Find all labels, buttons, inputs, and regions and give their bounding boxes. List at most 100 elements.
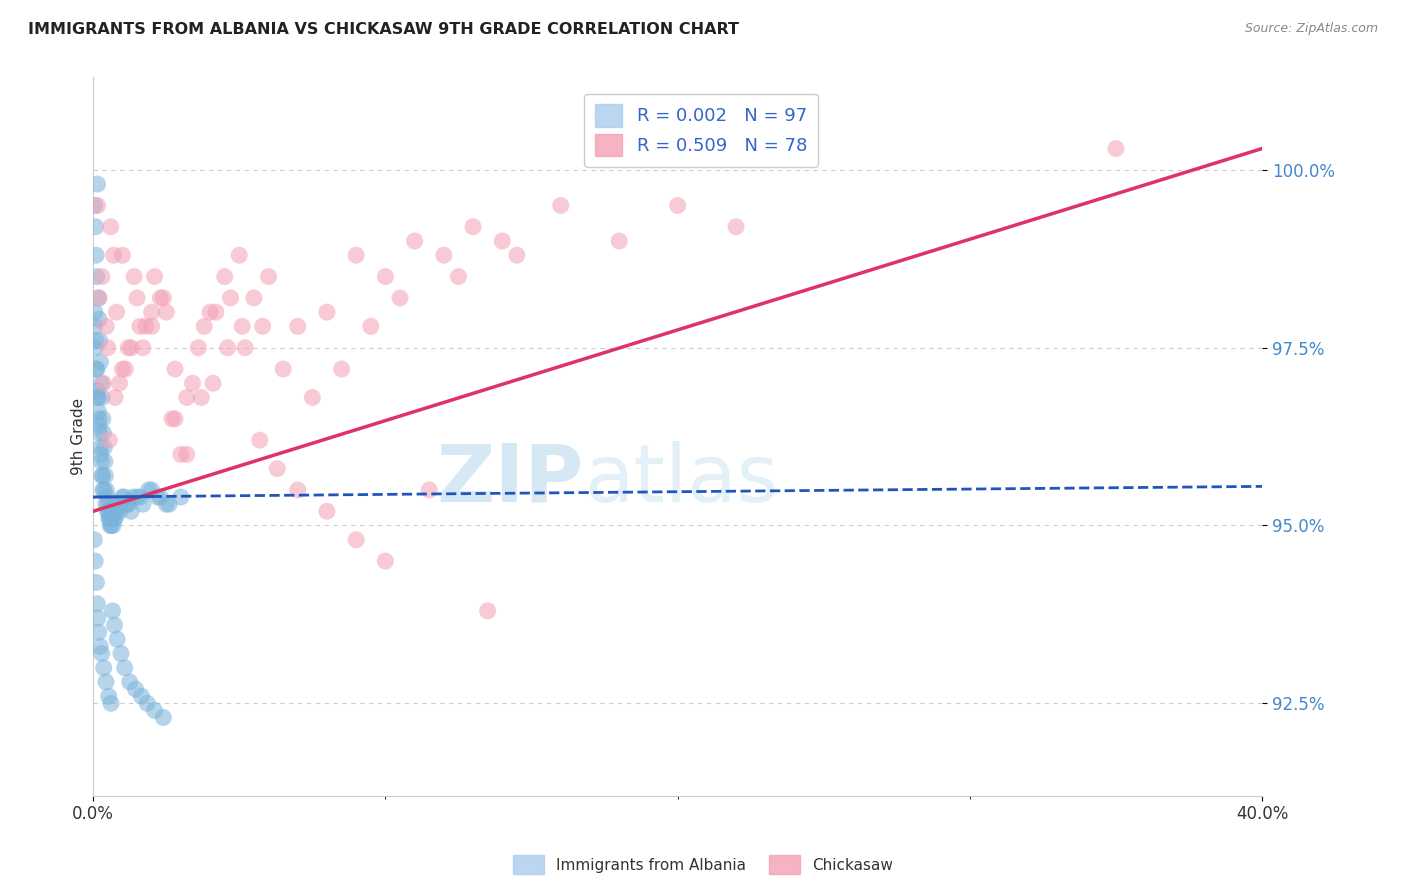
Point <box>121 490 143 504</box>
Point <box>607 234 630 248</box>
Point <box>94 454 117 468</box>
Point <box>138 483 160 497</box>
Point <box>111 362 134 376</box>
Point <box>271 362 294 376</box>
Point <box>170 490 193 504</box>
Point <box>97 504 120 518</box>
Point <box>91 483 114 497</box>
Point <box>101 518 124 533</box>
Point <box>103 511 125 525</box>
Point <box>84 362 107 376</box>
Point <box>433 248 456 262</box>
Point <box>205 305 228 319</box>
Point <box>86 391 108 405</box>
Point <box>104 391 127 405</box>
Point <box>103 497 125 511</box>
Point <box>89 440 111 454</box>
Point <box>725 219 748 234</box>
Point <box>96 490 118 504</box>
Point <box>84 305 107 319</box>
Point <box>93 425 115 440</box>
Point <box>287 319 309 334</box>
Point <box>86 362 108 376</box>
Point <box>143 269 166 284</box>
Point <box>114 661 136 675</box>
Point <box>477 604 499 618</box>
Point <box>374 269 396 284</box>
Point <box>491 234 513 248</box>
Point <box>91 468 114 483</box>
Point <box>214 269 236 284</box>
Y-axis label: 9th Grade: 9th Grade <box>72 398 86 475</box>
Text: IMMIGRANTS FROM ALBANIA VS CHICKASAW 9TH GRADE CORRELATION CHART: IMMIGRANTS FROM ALBANIA VS CHICKASAW 9TH… <box>28 22 740 37</box>
Point <box>91 468 114 483</box>
Point <box>97 689 120 703</box>
Point <box>98 511 121 525</box>
Point <box>117 341 139 355</box>
Point <box>418 483 440 497</box>
Point <box>115 497 138 511</box>
Point <box>84 219 107 234</box>
Point <box>97 497 120 511</box>
Text: ZIP: ZIP <box>437 441 583 518</box>
Point <box>100 511 122 525</box>
Point <box>110 647 132 661</box>
Point <box>108 504 131 518</box>
Point <box>146 490 169 504</box>
Point <box>118 675 141 690</box>
Point <box>86 597 108 611</box>
Point <box>176 447 198 461</box>
Point <box>163 362 186 376</box>
Point <box>89 640 111 654</box>
Point <box>120 341 142 355</box>
Point <box>217 341 239 355</box>
Point <box>90 447 112 461</box>
Point <box>94 468 117 483</box>
Point <box>201 376 224 391</box>
Point <box>87 625 110 640</box>
Point <box>104 511 127 525</box>
Point <box>243 291 266 305</box>
Point <box>104 504 127 518</box>
Point <box>374 554 396 568</box>
Point <box>93 483 115 497</box>
Point <box>122 269 145 284</box>
Point <box>149 490 172 504</box>
Point <box>84 341 107 355</box>
Point <box>233 341 256 355</box>
Point <box>89 334 111 348</box>
Point <box>344 248 367 262</box>
Point <box>112 490 135 504</box>
Point <box>91 269 114 284</box>
Point <box>87 291 110 305</box>
Point <box>114 497 136 511</box>
Point <box>187 341 209 355</box>
Point <box>93 440 115 454</box>
Point <box>98 433 121 447</box>
Point <box>86 384 108 398</box>
Point <box>447 269 470 284</box>
Point <box>136 696 159 710</box>
Point <box>87 405 110 419</box>
Point <box>266 461 288 475</box>
Point <box>157 497 180 511</box>
Point <box>160 412 183 426</box>
Point <box>129 490 152 504</box>
Point <box>131 689 153 703</box>
Point <box>84 554 107 568</box>
Point <box>86 269 108 284</box>
Point <box>83 319 105 334</box>
Point <box>666 198 689 212</box>
Point <box>117 497 139 511</box>
Point <box>93 661 115 675</box>
Point <box>89 425 111 440</box>
Point <box>163 412 186 426</box>
Point <box>87 312 110 326</box>
Point <box>90 454 112 468</box>
Point <box>152 710 174 724</box>
Point <box>404 234 426 248</box>
Point <box>461 219 484 234</box>
Point <box>103 248 125 262</box>
Point <box>330 362 353 376</box>
Point <box>93 376 115 391</box>
